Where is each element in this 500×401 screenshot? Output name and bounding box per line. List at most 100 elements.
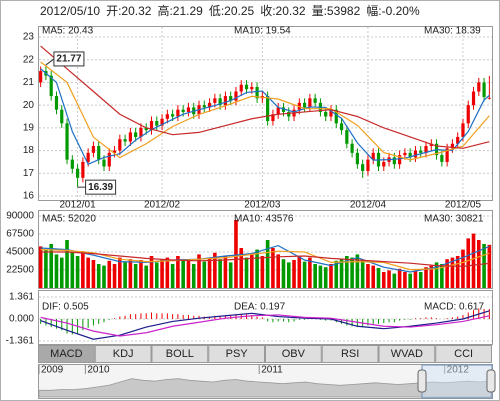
legend-label: MA30: 18.39 xyxy=(424,26,481,37)
volume-bar xyxy=(228,262,233,288)
volume-bar xyxy=(387,270,391,288)
volume-bar xyxy=(424,267,428,288)
candle-body xyxy=(149,121,154,131)
candle-body xyxy=(118,139,122,151)
volume-bar xyxy=(154,262,159,288)
y-tick-label: 67500 xyxy=(6,229,34,240)
tab[interactable] xyxy=(208,345,265,363)
tab[interactable] xyxy=(38,345,95,363)
candle-body xyxy=(355,152,359,165)
tab-label[interactable]: MACD xyxy=(50,348,82,360)
volume-bar xyxy=(165,257,170,288)
tab-label[interactable]: PSY xyxy=(226,348,249,360)
tab-label[interactable]: KDJ xyxy=(113,348,134,360)
legend-label: MA30: 30821 xyxy=(424,214,484,225)
candle-body xyxy=(244,84,249,90)
ma-line xyxy=(40,68,490,165)
tab[interactable] xyxy=(321,345,379,363)
extreme-box xyxy=(53,51,85,67)
tab-label[interactable]: RSI xyxy=(341,348,359,360)
volume-bar xyxy=(318,265,323,288)
candle-body xyxy=(107,152,111,167)
volume-bar xyxy=(70,252,75,288)
ma-line xyxy=(40,251,490,268)
volume-bar xyxy=(392,273,397,288)
volume-bar xyxy=(197,254,201,288)
candle-body xyxy=(350,143,354,153)
candle-body xyxy=(255,86,259,99)
volume-bar xyxy=(160,259,164,288)
volume-bar xyxy=(445,259,449,288)
tab-label[interactable]: WVAD xyxy=(391,348,423,360)
volume-bar xyxy=(286,262,291,288)
tab-label[interactable]: CCI xyxy=(454,348,473,360)
tab[interactable] xyxy=(94,345,152,363)
candle-body xyxy=(70,159,74,169)
candle-body xyxy=(308,98,312,108)
candle-body xyxy=(466,105,470,124)
navigator-handle[interactable] xyxy=(486,369,496,393)
candle-body xyxy=(176,109,180,117)
volume-bar xyxy=(461,249,465,288)
volume-bar xyxy=(223,256,228,288)
tab-bar: MACD KDJ BOLL PSY OBV RSI WVAD CCI xyxy=(38,345,492,363)
volume-bar xyxy=(118,257,122,288)
candle-body xyxy=(271,114,275,122)
ma-line xyxy=(40,45,490,149)
volume-bar xyxy=(81,251,85,288)
volume-bar xyxy=(360,260,365,288)
tab[interactable] xyxy=(435,345,492,363)
candle-body xyxy=(134,132,138,137)
navigator-label: 2009 xyxy=(41,365,64,376)
navigator-window[interactable] xyxy=(421,364,493,399)
tab[interactable] xyxy=(378,345,436,363)
volume-bar xyxy=(133,264,138,288)
volume-bar xyxy=(128,259,133,288)
volume-bar xyxy=(176,256,180,288)
volume-bar xyxy=(91,260,96,288)
volume-bar xyxy=(75,256,80,288)
volume-bar xyxy=(86,257,90,288)
y-tick-label: 22500 xyxy=(6,265,34,276)
candle-body xyxy=(239,84,243,92)
extreme-box xyxy=(85,179,117,195)
candle-body xyxy=(440,155,444,162)
legend-label: MA5: 20.43 xyxy=(42,26,94,37)
volume-bar xyxy=(302,261,307,288)
legend-label: DEA: 0.197 xyxy=(234,302,286,313)
navigator-handle[interactable] xyxy=(417,369,427,393)
candle-body xyxy=(287,111,291,117)
candle-body xyxy=(329,109,333,117)
tab[interactable] xyxy=(151,345,209,363)
volume-bar xyxy=(218,259,222,288)
volume-bar xyxy=(376,268,381,288)
volume-bar xyxy=(345,256,349,288)
volume-bar xyxy=(418,272,423,288)
ma-line xyxy=(40,249,490,271)
volume-bar xyxy=(313,264,317,288)
extreme-label: 21.77 xyxy=(56,54,81,65)
candle-body xyxy=(382,161,386,167)
volume-bar xyxy=(112,264,117,288)
tab-label[interactable]: BOLL xyxy=(166,348,194,360)
volume-bar xyxy=(466,238,471,288)
candle-body xyxy=(408,152,412,158)
volume-bar xyxy=(329,264,333,288)
volume-bar xyxy=(234,220,238,288)
candle-body xyxy=(366,159,370,172)
candle-body xyxy=(424,146,428,153)
y-tick-label: 21 xyxy=(23,77,35,88)
header-field: 开:20.32 xyxy=(106,4,152,18)
volume-bar xyxy=(149,256,154,288)
navigator-label: 2012 xyxy=(447,365,470,376)
candle-body xyxy=(229,96,233,101)
candle-body xyxy=(171,114,175,117)
tab-label[interactable]: OBV xyxy=(282,348,306,360)
y-tick-label: 20 xyxy=(23,100,35,111)
tab[interactable] xyxy=(265,345,322,363)
candle-body xyxy=(392,157,396,165)
header-field: 幅:-0.20% xyxy=(366,3,420,18)
volume-bar xyxy=(276,254,280,288)
y-tick-label: 22 xyxy=(23,54,35,65)
ma-line xyxy=(40,61,490,161)
